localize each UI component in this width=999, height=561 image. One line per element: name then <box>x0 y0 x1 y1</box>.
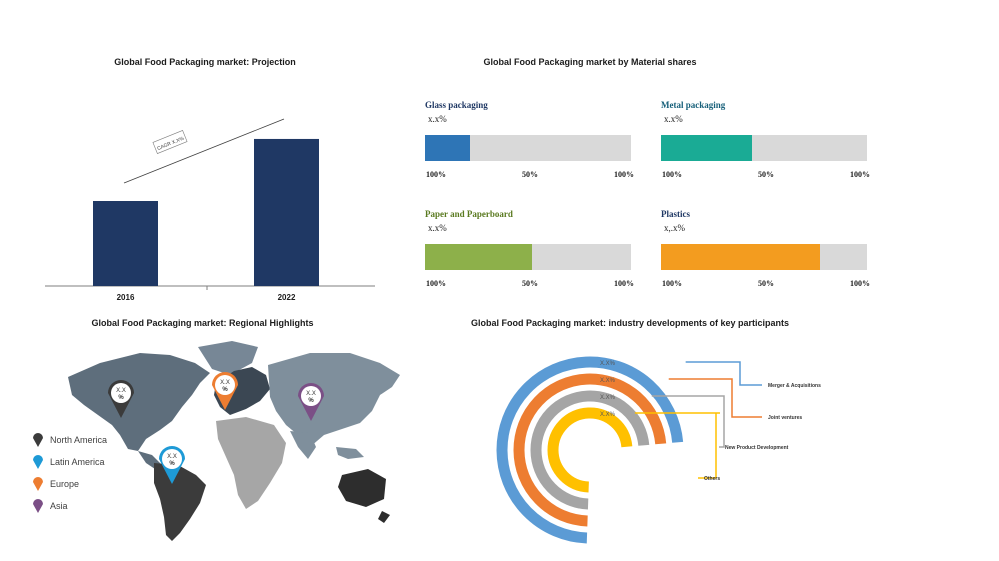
svg-text:X.X: X.X <box>116 388 126 394</box>
material-value: x.x% <box>428 114 447 124</box>
material-value: x.x% <box>428 223 447 233</box>
material-name: Paper and Paperboard <box>425 209 513 219</box>
map-pin-icon <box>33 499 43 513</box>
development-value: X.X% <box>600 395 616 401</box>
material-fill <box>661 244 820 270</box>
greenland-shape <box>198 341 258 375</box>
development-leader-line <box>634 412 720 479</box>
regional-title: Global Food Packaging market: Regional H… <box>91 318 314 328</box>
material-tick-label: 100% <box>662 170 682 179</box>
projection-bar-2022 <box>254 138 319 286</box>
development-value: X.X% <box>600 412 616 418</box>
legend-item: North America <box>32 432 107 448</box>
material-tick-label: 50% <box>758 279 774 288</box>
material-tick-label: 100% <box>426 170 446 179</box>
material-tick-label: 50% <box>522 170 538 179</box>
legend-item: Asia <box>32 498 68 514</box>
north-america-shape <box>68 353 210 451</box>
material-value: x.x% <box>664 114 683 124</box>
material-tick-label: 100% <box>662 279 682 288</box>
development-label: Joint ventures <box>768 415 802 421</box>
development-value: X.X% <box>600 361 616 367</box>
material-track <box>425 244 631 270</box>
north-america-pin: X.X% <box>108 380 134 418</box>
world-map: X.X%X.X%X.X%X.X% <box>68 341 400 541</box>
material-fill <box>661 135 752 161</box>
projection-chart: 2016 2022 CAGR X.X% <box>45 118 375 302</box>
legend-item: Latin America <box>32 454 105 470</box>
legend-label: Asia <box>50 501 68 511</box>
material-tick-label: 100% <box>850 279 870 288</box>
development-value: X.X% <box>600 378 616 384</box>
development-label: New Product Development <box>725 445 789 451</box>
material-name: Metal packaging <box>661 100 726 110</box>
development-arc <box>530 390 650 510</box>
material-tick-label: 100% <box>614 279 634 288</box>
latin-america-pin: X.X% <box>159 446 185 484</box>
projection-title: Global Food Packaging market: Projection <box>114 57 296 67</box>
map-pin-icon <box>33 477 43 491</box>
development-arc <box>496 356 684 544</box>
africa-shape <box>216 417 286 509</box>
materials-title: Global Food Packaging market by Material… <box>483 57 697 67</box>
material-fill <box>425 135 471 161</box>
svg-text:X.X: X.X <box>220 380 230 386</box>
development-label: Merger & Acquisitions <box>768 383 821 389</box>
material-fill <box>425 244 533 270</box>
new-zealand-shape <box>378 511 390 523</box>
material-track <box>661 135 867 161</box>
asia-shape <box>268 353 400 447</box>
projection-bar-2016 <box>93 201 158 286</box>
india-shape <box>290 431 316 459</box>
map-pin-icon <box>33 433 43 447</box>
development-arc <box>547 407 633 493</box>
europe-pin: X.X% <box>212 372 238 410</box>
material-track <box>661 244 867 270</box>
islands-shape <box>336 447 364 459</box>
material-track <box>425 135 631 161</box>
legend-label: North America <box>50 435 108 445</box>
cagr-label-box: CAGR X.X% <box>152 130 188 154</box>
south-america-shape <box>154 463 206 541</box>
development-leader-line <box>685 361 762 386</box>
svg-text:%: % <box>169 461 175 467</box>
svg-text:X.X: X.X <box>306 391 316 397</box>
australia-shape <box>338 469 386 507</box>
svg-text:X.X: X.X <box>167 454 177 460</box>
material-name: Glass packaging <box>425 100 488 110</box>
legend-item: Europe <box>32 476 79 492</box>
cagr-arrow-line <box>123 118 285 184</box>
developments-chart: X.X% Merger & Acquisitions X.X% Joint ventu… <box>496 356 821 544</box>
material-tick-label: 100% <box>426 279 446 288</box>
projection-tick-label: 2016 <box>117 293 135 302</box>
svg-text:%: % <box>308 398 314 404</box>
svg-text:%: % <box>118 395 124 401</box>
legend-label: Latin America <box>50 457 105 467</box>
development-label: Others <box>704 476 720 482</box>
material-name: Plastics <box>661 209 690 219</box>
material-tick-label: 50% <box>522 279 538 288</box>
developments-title: Global Food Packaging market: industry d… <box>470 318 790 328</box>
material-tick-label: 100% <box>850 170 870 179</box>
material-tick-label: 100% <box>614 170 634 179</box>
material-value: x,.x% <box>664 223 685 233</box>
development-leader-line <box>668 378 762 418</box>
material-tick-label: 50% <box>758 170 774 179</box>
asia-pin: X.X% <box>298 383 324 421</box>
development-leader-line <box>651 395 725 448</box>
svg-text:%: % <box>222 387 228 393</box>
development-arc <box>513 373 667 527</box>
legend-label: Europe <box>50 479 80 489</box>
projection-tick-label: 2022 <box>278 293 296 302</box>
map-pin-icon <box>33 455 43 469</box>
